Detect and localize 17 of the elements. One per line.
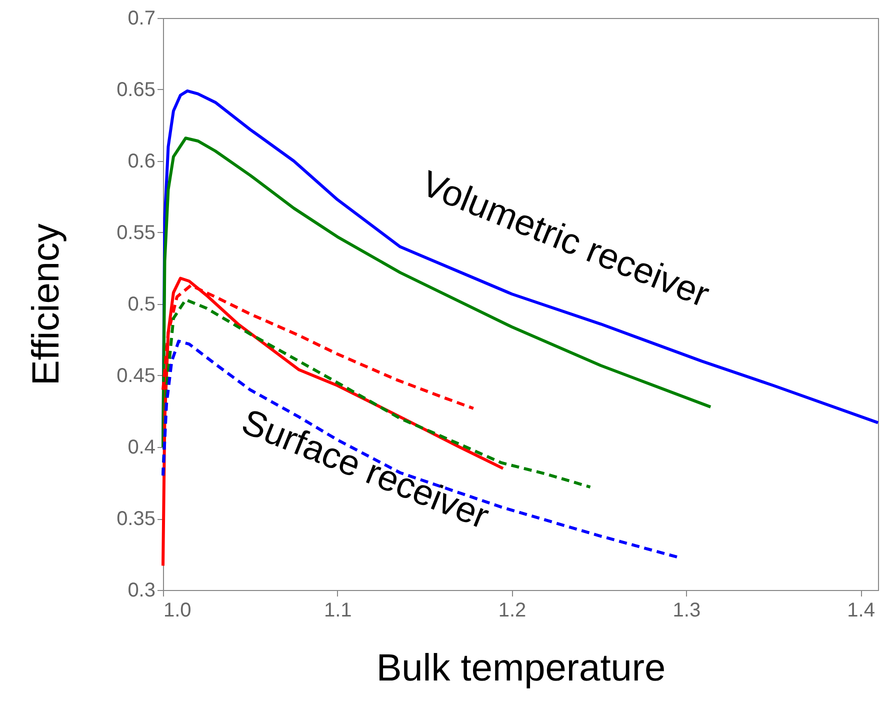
y-tick-label: 0.65 [116, 79, 156, 101]
x-tick-label: 1.1 [324, 600, 352, 622]
y-tick-label: 0.5 [128, 294, 156, 316]
y-tick-label: 0.3 [128, 580, 156, 602]
y-axis-title: Efficiency [26, 224, 68, 386]
y-tick-label: 0.6 [128, 150, 156, 172]
line-series [162, 340, 679, 559]
y-tick-label: 0.45 [116, 365, 156, 387]
x-tick-label: 1.4 [847, 600, 875, 622]
y-tick-label: 0.35 [116, 508, 156, 530]
y-tick-label: 0.55 [116, 222, 156, 244]
y-tick-label: 0.7 [128, 8, 156, 30]
y-tick-label: 0.4 [128, 436, 156, 458]
x-tick-label: 1.2 [498, 600, 526, 622]
x-tick-label: 1.0 [164, 600, 192, 622]
x-tick-label: 1.3 [672, 600, 701, 622]
x-axis-title: Bulk temperature [376, 648, 666, 690]
